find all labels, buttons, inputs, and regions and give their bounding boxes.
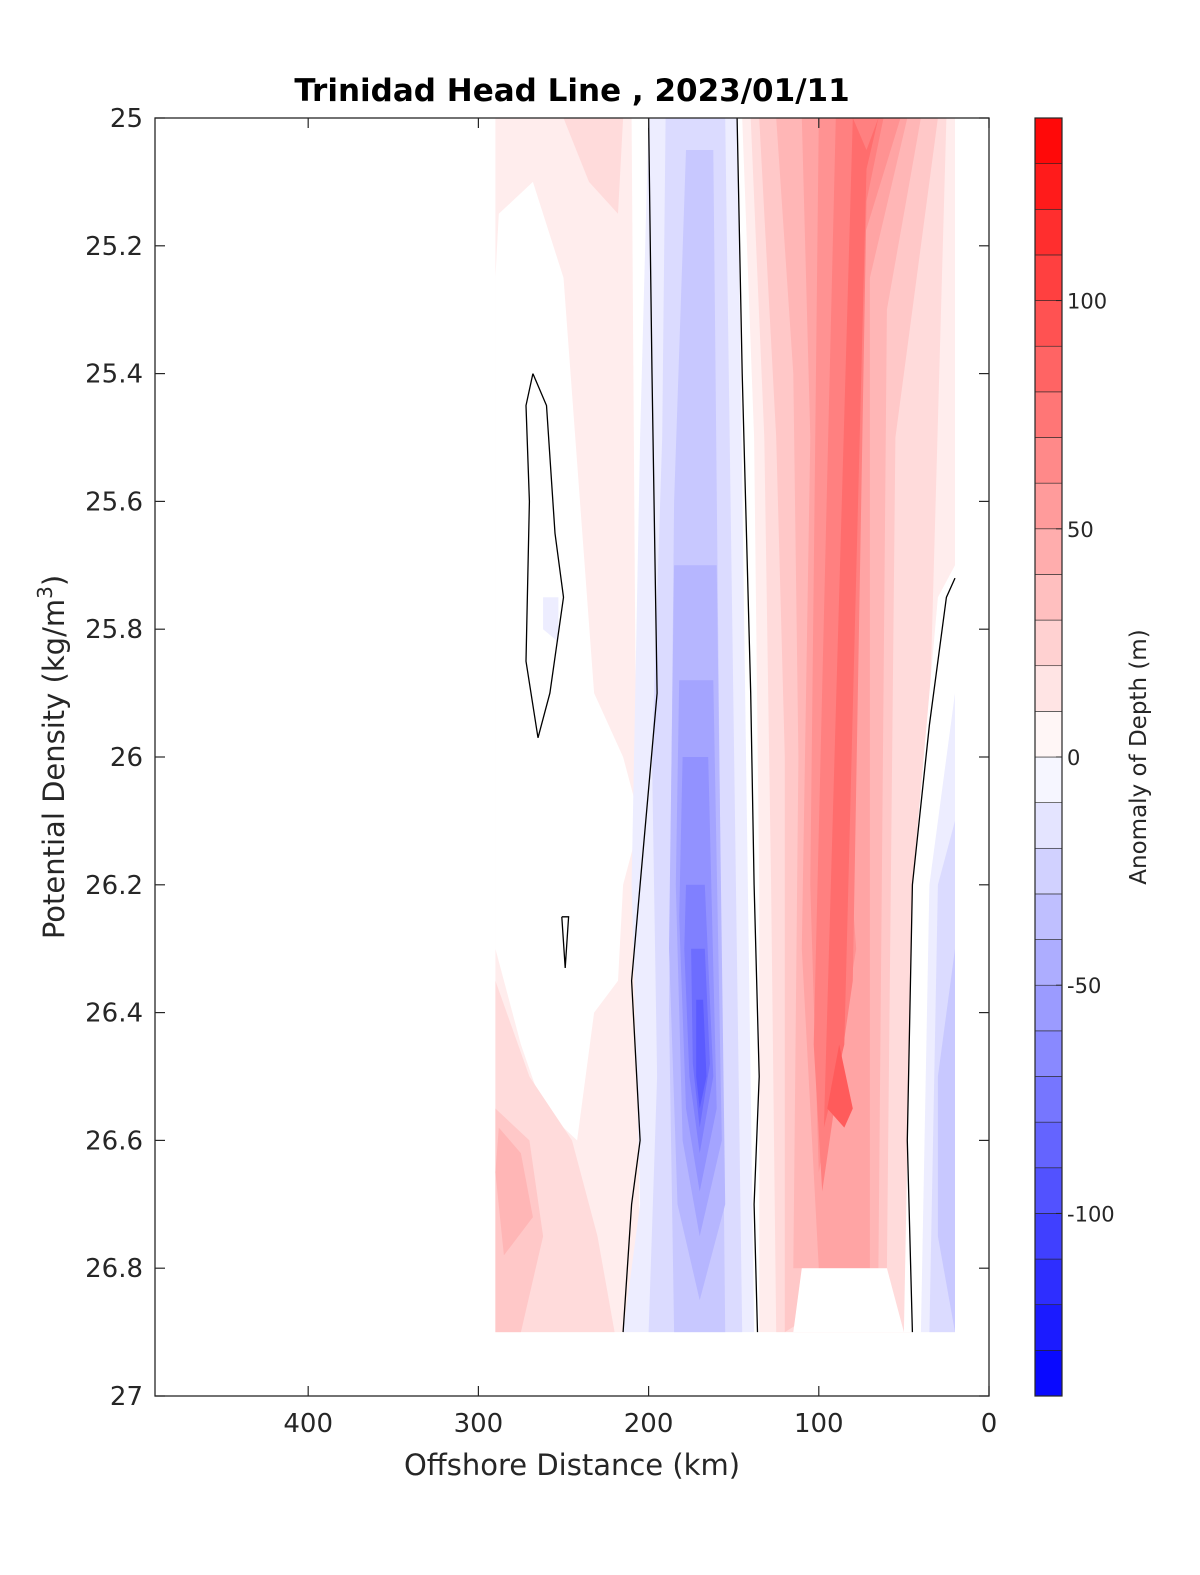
colorbar-level [1034,939,1063,986]
y-axis-label-main: Potential Density (kg/m [37,599,71,939]
y-tick-label: 26.8 [85,1254,143,1284]
y-tick-label: 25.8 [85,615,143,645]
contour-loop [525,373,565,738]
x-axis-label: Offshore Distance (km) [404,1448,740,1482]
contour-small-loop [561,916,570,968]
contour-band-red-core-top [852,118,879,150]
contour-band-blue-speck-offshore [543,597,559,642]
colorbar-level [1034,574,1063,621]
y-tick-label: 26.4 [85,999,143,1029]
colorbar-level [1034,1030,1063,1077]
colorbar-level [1034,345,1063,393]
y-axis-label: Potential Density (kg/m3) [33,575,71,939]
contour-band-red-band-8 [823,118,879,1128]
x-axis: 400 300 200 100 0 [283,118,997,1439]
colorbar-level [1034,1213,1063,1260]
colorbar-level [1034,984,1063,1032]
y-tick-label: 25 [110,104,143,134]
x-tick-label: 200 [624,1409,674,1439]
plot-area [495,118,956,1333]
colorbar-level [1034,847,1063,895]
colorbar-tick-label: -50 [1067,974,1101,998]
contour-band-blue-band-9 [696,999,707,1109]
colorbar-level [1034,482,1063,530]
y-axis-label-tail: ) [37,575,71,586]
colorbar: 100 50 0 -50 -100 Anomaly of Depth (m) [1034,117,1152,1397]
chart-title: Trinidad Head Line , 2023/01/11 [294,73,849,109]
contour-band-nearshore-white-bottom [793,1268,904,1333]
colorbar-level [1034,756,1063,803]
colorbar-level [1034,391,1063,438]
colorbar-tick-label: 50 [1067,518,1094,542]
y-tick-label: 25.4 [85,360,143,390]
colorbar-level [1034,117,1063,164]
colorbar-level [1034,665,1063,712]
colorbar-level [1034,208,1063,256]
y-tick-label: 26 [110,743,143,773]
y-tick-label: 27 [110,1382,143,1412]
colorbar-level [1034,893,1063,940]
contour-band-offshore-pink-top [563,118,624,214]
colorbar-level [1034,254,1063,301]
colorbar-level [1034,711,1063,758]
colorbar-level [1034,1258,1063,1306]
contour-band-offshore-pink-core2 [495,1127,533,1256]
x-tick-label: 0 [981,1409,998,1439]
y-tick-label: 25.6 [85,487,143,517]
colorbar-level [1034,1304,1063,1351]
contour-west [622,118,658,1333]
colorbar-tick-label: 100 [1067,290,1107,314]
colorbar-level [1034,1350,1063,1397]
colorbar-tick-label: -100 [1067,1202,1115,1226]
colorbar-level [1034,619,1063,667]
colorbar-level [1034,300,1063,347]
x-tick-label: 400 [283,1409,333,1439]
colorbar-level [1034,437,1063,484]
contour-band-nearshore-blue-3 [937,948,955,1333]
x-tick-label: 300 [454,1409,504,1439]
contour-band-offshore-white-upper [495,181,641,1141]
contour-bands [495,118,955,1333]
y-axis-label-superscript: 3 [33,586,57,599]
colorbar-level [1034,1121,1063,1169]
colorbar-level [1034,528,1063,575]
colorbar-level [1034,163,1063,210]
colorbar-tick-label: 0 [1067,746,1080,770]
colorbar-label: Anomaly of Depth (m) [1126,629,1152,884]
colorbar-ticks: 100 50 0 -50 -100 [1056,290,1115,1226]
contour-band-red-band-9 [827,1044,853,1128]
y-tick-label: 26.6 [85,1126,143,1156]
y-tick-label: 26.2 [85,871,143,901]
colorbar-level [1034,1076,1063,1123]
zero-contour-lines [525,118,956,1333]
x-tick-label: 100 [794,1409,844,1439]
contour-nearshore [906,577,956,1333]
contour-east [736,118,760,1333]
colorbar-level [1034,802,1063,849]
colorbar-level [1034,1167,1063,1214]
y-tick-label: 25.2 [85,232,143,262]
y-axis: 25 25.2 25.4 25.6 25.8 26 26.2 26.4 26.6 26.8 27 [85,104,989,1412]
